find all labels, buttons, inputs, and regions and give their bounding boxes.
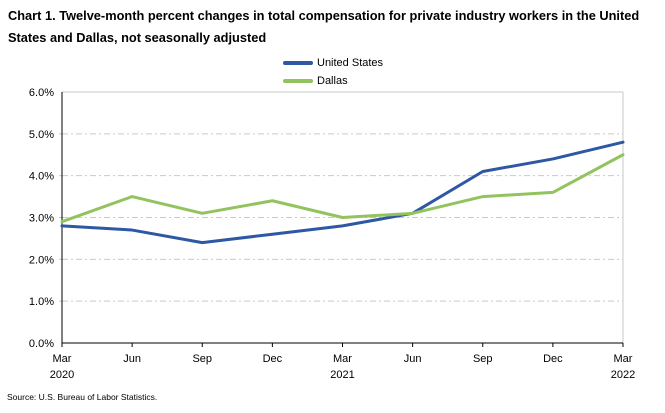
chart-legend: United States Dallas bbox=[283, 56, 383, 88]
series-line-united-states bbox=[60, 140, 625, 245]
y-tick-label: 3.0% bbox=[29, 213, 54, 225]
chart-title: Chart 1. Twelve-month percent changes in… bbox=[8, 8, 640, 45]
x-tick-label: Jun bbox=[404, 353, 422, 365]
legend-item-united-states: United States bbox=[283, 56, 383, 70]
y-tick-label: 5.0% bbox=[29, 129, 54, 141]
x-tick-label: Sep bbox=[192, 353, 212, 365]
x-tick-label: Mar bbox=[333, 353, 352, 365]
x-tick-label: Mar bbox=[614, 353, 633, 365]
y-tick-label: 0.0% bbox=[29, 338, 54, 350]
x-tick-label: Mar bbox=[53, 353, 72, 365]
y-tick-label: 4.0% bbox=[29, 171, 54, 183]
series-line-dallas bbox=[60, 153, 625, 224]
y-tick-label: 6.0% bbox=[29, 87, 54, 99]
legend-swatch-dallas bbox=[283, 79, 313, 83]
x-tick-label: Sep bbox=[473, 353, 493, 365]
x-tick-year-label: 2020 bbox=[50, 369, 74, 381]
x-tick-label: Dec bbox=[543, 353, 563, 365]
x-tick-year-label: 2022 bbox=[611, 369, 635, 381]
x-tick-label: Dec bbox=[263, 353, 283, 365]
legend-label-dallas: Dallas bbox=[317, 75, 348, 87]
y-tick-label: 2.0% bbox=[29, 254, 54, 266]
x-tick-year-label: 2021 bbox=[330, 369, 354, 381]
legend-label-united-states: United States bbox=[317, 57, 384, 69]
legend-item-dallas: Dallas bbox=[283, 74, 383, 88]
legend-swatch-united-states bbox=[283, 61, 313, 65]
y-tick-label: 1.0% bbox=[29, 296, 54, 308]
source-note: Source: U.S. Bureau of Labor Statistics. bbox=[7, 392, 158, 402]
x-tick-label: Jun bbox=[123, 353, 141, 365]
